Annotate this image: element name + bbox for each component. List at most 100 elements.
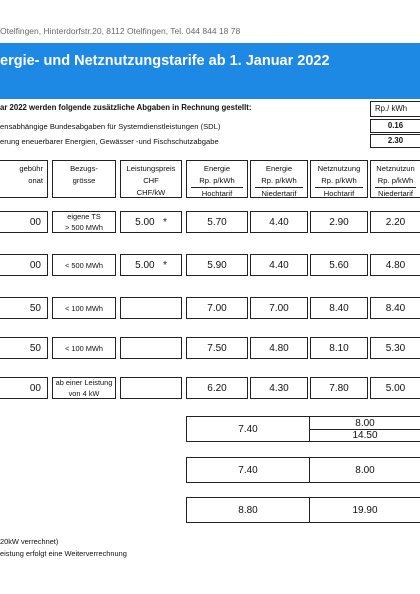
header-energie-niedertarif: Energie Rp. p/kWh Niedertarif	[250, 160, 308, 198]
cell-value: 50	[29, 342, 41, 354]
cell-size: < 100 MWh	[52, 297, 116, 319]
cell-value: 4.30	[269, 382, 289, 394]
header-netz-niedertarif: Netznutzun Rp. p/kWh Niedertarif	[370, 160, 420, 198]
cell-lp: 5.00 *	[120, 211, 182, 233]
flat-tariff-2-b: 8.00	[355, 465, 375, 476]
cell-value: < 500 MWh	[65, 260, 103, 270]
cell-value: 8.40	[385, 302, 406, 314]
header-text: CHF/kW	[136, 188, 166, 197]
cell-value: 5.30	[385, 342, 406, 354]
header-energie-hochtarif: Energie Rp. p/kWh Hochtarif	[186, 160, 248, 198]
header-text: Rp. p/kWh	[261, 176, 297, 185]
cell-n_nt: 8.40	[370, 297, 420, 319]
levies-unit-header: Rp./ kWh	[370, 101, 420, 117]
header-text: Rp. p/kWh	[377, 176, 414, 185]
cell-value: 00	[29, 259, 41, 271]
header-text: Niedertarif	[255, 187, 303, 200]
cell-n_nt: 5.00	[370, 377, 420, 399]
header-text: Energie	[203, 164, 231, 173]
cell-lp	[120, 337, 182, 359]
cell-n_nt: 2.20	[370, 211, 420, 233]
cell-n_ht: 7.80	[310, 377, 368, 399]
footnote-1: 20kW verrechnet)	[0, 537, 59, 546]
cell-value: 00	[29, 216, 41, 228]
header-bezugsgroesse: Bezugs- grösse	[52, 160, 116, 198]
cell-value: < 100 MWh	[65, 303, 103, 313]
levies-intro: ar 2022 werden folgende zusätzliche Abga…	[0, 103, 252, 112]
flat-tariff-1-b-top: 8.00	[355, 418, 375, 429]
cell-value: 4.40	[269, 216, 289, 228]
cell-value: 50	[29, 302, 41, 314]
cell-fee: 00	[0, 377, 48, 399]
cell-value: 4.40	[269, 259, 289, 271]
header-text: grösse	[72, 176, 96, 185]
cell-value: 8.40	[329, 302, 349, 314]
cell-value: 5.90	[207, 259, 227, 271]
header-text: gebühr	[19, 164, 43, 173]
header-text: Hochtarif	[191, 187, 243, 200]
levy-value-renewable: 2.30	[370, 134, 420, 148]
cell-value: 5.60	[329, 259, 349, 271]
cell-e_nt: 4.30	[250, 377, 308, 399]
header-text: Rp. p/kWh	[321, 176, 357, 185]
cell-fee: 00	[0, 254, 48, 276]
cell-value: 6.20	[207, 382, 227, 394]
cell-value: < 100 MWh	[65, 343, 103, 353]
cell-value: 7.00	[207, 302, 227, 314]
cell-lp	[120, 297, 182, 319]
cell-value: 2.20	[385, 216, 406, 228]
header-text: Netznutzun	[376, 164, 415, 173]
header-text: Rp. p/kWh	[199, 176, 235, 185]
header-grundgebuehr: gebühr onat	[0, 160, 48, 198]
cell-value: ab einer Leistung von 4 kW	[55, 378, 113, 398]
cell-e_nt: 4.80	[250, 337, 308, 359]
flat-tariff-box-2: 7.40 8.00	[186, 457, 420, 483]
header-text: Energie	[265, 164, 293, 173]
cell-size: ab einer Leistung von 4 kW	[52, 377, 116, 399]
header-text: Bezugs-	[70, 164, 98, 173]
header-text: Hochtarif	[315, 187, 363, 200]
header-text: onat	[28, 176, 43, 185]
flat-tariff-1-a: 7.40	[238, 424, 258, 435]
cell-value: 7.50	[207, 342, 227, 354]
cell-value: 4.80	[385, 259, 406, 271]
cell-value: 00	[29, 382, 41, 394]
levy-value-sdl: 0.16	[370, 119, 420, 133]
cell-e_nt: 4.40	[250, 211, 308, 233]
cell-n_ht: 5.60	[310, 254, 368, 276]
header-text: CHF	[143, 176, 159, 185]
levy-label-renewable: erung eneuerbarer Energien, Gewässer -un…	[0, 137, 219, 146]
cell-size: < 500 MWh	[52, 254, 116, 276]
cell-fee: 00	[0, 211, 48, 233]
cell-size: eigene TS > 500 MWh	[52, 211, 116, 233]
cell-value	[121, 298, 181, 318]
cell-value: 7.00	[269, 302, 289, 314]
cell-e_nt: 4.40	[250, 254, 308, 276]
cell-value: 2.90	[329, 216, 349, 228]
cell-e_ht: 7.00	[186, 297, 248, 319]
cell-n_ht: 8.40	[310, 297, 368, 319]
cell-lp: 5.00 *	[120, 254, 182, 276]
header-text: Niedertarif	[375, 187, 416, 200]
cell-value: 5.00 *	[135, 259, 167, 271]
cell-fee: 50	[0, 337, 48, 359]
cell-e_ht: 6.20	[186, 377, 248, 399]
cell-value: eigene TS > 500 MWh	[65, 212, 103, 232]
levy-label-sdl: ensabhängige Bundesabgaben für Systemdie…	[0, 122, 221, 131]
title-banner: ergie- und Netznutzungstarife ab 1. Janu…	[0, 43, 420, 99]
cell-value	[121, 338, 181, 358]
cell-n_nt: 5.30	[370, 337, 420, 359]
cell-value	[121, 378, 181, 398]
header-text: Leistungspreis	[126, 164, 176, 173]
cell-e_ht: 5.90	[186, 254, 248, 276]
page-title: ergie- und Netznutzungstarife ab 1. Janu…	[0, 53, 330, 69]
cell-n_ht: 2.90	[310, 211, 368, 233]
flat-tariff-2-a: 7.40	[238, 465, 258, 476]
flat-tariff-box-1: 7.40 8.00 14.50	[186, 416, 420, 442]
flat-tariff-1-b-bottom: 14.50	[352, 430, 378, 441]
cell-value: 4.80	[269, 342, 289, 354]
footnote-2: eistung erfolgt eine Weiterverrechnung	[0, 549, 127, 558]
flat-tariff-3-b: 19.90	[352, 505, 378, 516]
cell-e_nt: 7.00	[250, 297, 308, 319]
flat-tariff-box-3: 8.80 19.90	[186, 497, 420, 523]
